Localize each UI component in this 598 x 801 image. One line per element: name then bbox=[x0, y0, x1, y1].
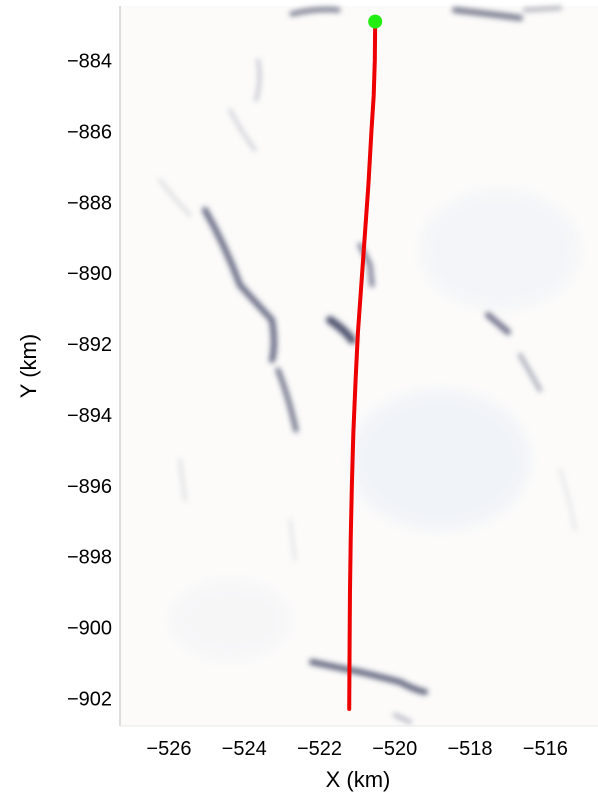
y-tick-label: −896 bbox=[67, 476, 112, 498]
y-tick-label: −900 bbox=[67, 617, 112, 639]
surface-feature bbox=[289, 7, 341, 17]
surface-feature bbox=[228, 108, 257, 152]
surface-feature bbox=[393, 713, 412, 724]
y-tick-label: −898 bbox=[67, 547, 112, 569]
image-shade bbox=[420, 190, 580, 310]
surface-feature bbox=[523, 6, 562, 12]
y-tick-label: −892 bbox=[67, 334, 112, 356]
x-tick-label: −524 bbox=[222, 738, 267, 760]
surface-feature bbox=[485, 312, 511, 335]
y-axis-tick-labels: −884 −886 −888 −890 −892 −894 −896 −898 −900 −902 bbox=[67, 51, 112, 711]
surface-feature bbox=[275, 367, 299, 433]
x-axis-tick-labels: −526 −524 −522 −520 −518 −516 bbox=[146, 738, 567, 760]
y-tick-label: −890 bbox=[67, 263, 112, 285]
image-shade bbox=[350, 390, 530, 530]
y-tick-label: −894 bbox=[67, 405, 112, 427]
y-axis-title: Y (km) bbox=[16, 334, 41, 398]
start-point-marker bbox=[368, 14, 383, 29]
y-tick-label: −902 bbox=[67, 688, 112, 710]
surface-feature bbox=[558, 468, 577, 532]
y-tick-label: −884 bbox=[67, 51, 112, 73]
x-axis-title: X (km) bbox=[326, 767, 391, 792]
surface-feature bbox=[288, 518, 297, 562]
surface-feature bbox=[309, 659, 428, 695]
y-tick-label: −886 bbox=[67, 121, 112, 143]
image-shade bbox=[170, 580, 290, 660]
surface-feature bbox=[178, 458, 187, 502]
x-tick-label: −522 bbox=[297, 738, 342, 760]
surface-feature bbox=[452, 7, 523, 21]
x-tick-label: −518 bbox=[448, 738, 493, 760]
surface-feature bbox=[326, 316, 356, 344]
x-tick-label: −520 bbox=[372, 738, 417, 760]
surface-feature bbox=[518, 353, 542, 392]
surface-feature bbox=[254, 58, 262, 102]
start-markers bbox=[368, 14, 383, 29]
surface-feature bbox=[202, 207, 277, 363]
x-tick-label: −516 bbox=[523, 738, 568, 760]
track-series bbox=[347, 19, 378, 711]
satellite-image-background bbox=[120, 6, 598, 726]
x-tick-label: −526 bbox=[146, 738, 191, 760]
surface-feature bbox=[158, 178, 192, 217]
y-tick-label: −888 bbox=[67, 192, 112, 214]
track-line bbox=[347, 19, 378, 711]
